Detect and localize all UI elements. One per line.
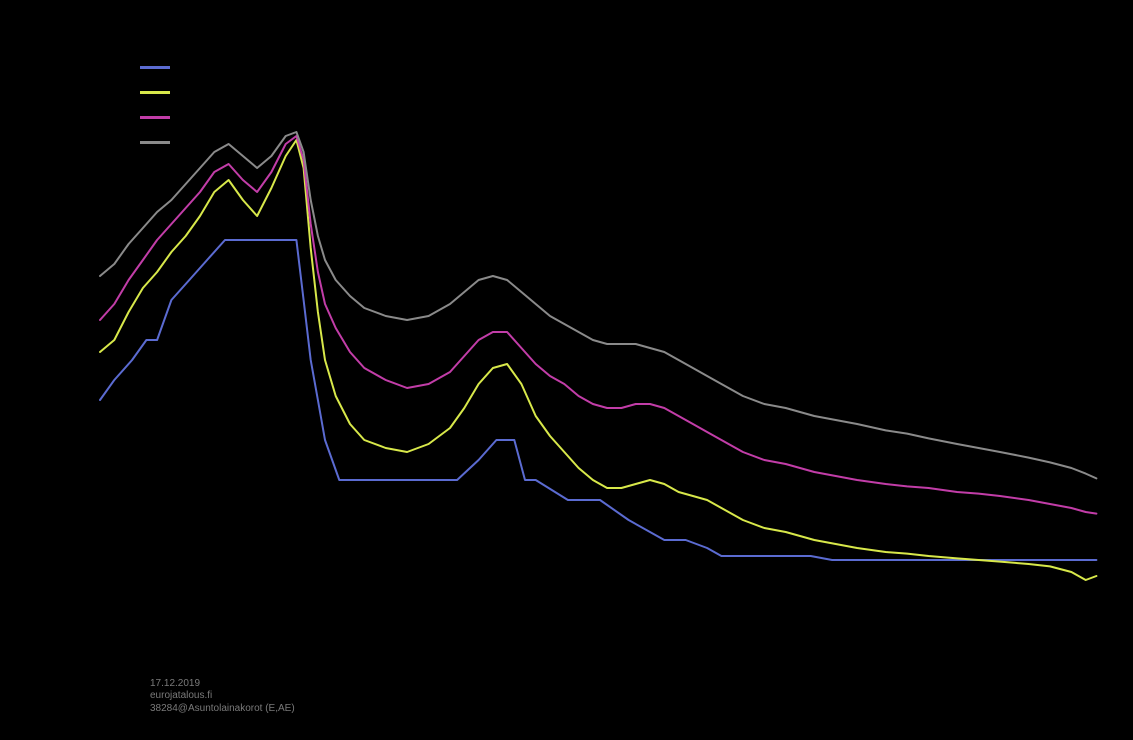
footer-date: 17.12.2019 — [150, 678, 295, 691]
legend-item-1 — [140, 55, 182, 80]
chart-footer: 17.12.2019 eurojatalous.fi 38284@Asuntol… — [150, 678, 295, 716]
legend — [140, 55, 182, 155]
footer-source: eurojatalous.fi — [150, 690, 295, 703]
legend-swatch-4 — [140, 141, 170, 144]
series-1-ecb-rate — [100, 240, 1096, 560]
chart-container: 17.12.2019 eurojatalous.fi 38284@Asuntol… — [0, 0, 1133, 740]
legend-item-2 — [140, 80, 182, 105]
legend-swatch-3 — [140, 116, 170, 119]
series-3-eurozone — [100, 136, 1096, 514]
legend-item-3 — [140, 105, 182, 130]
legend-swatch-1 — [140, 66, 170, 69]
legend-swatch-2 — [140, 91, 170, 94]
series-4-reference — [100, 132, 1096, 478]
series-2-finland — [100, 140, 1096, 580]
legend-item-4 — [140, 130, 182, 155]
footer-ref: 38284@Asuntolainakorot (E,AE) — [150, 703, 295, 716]
